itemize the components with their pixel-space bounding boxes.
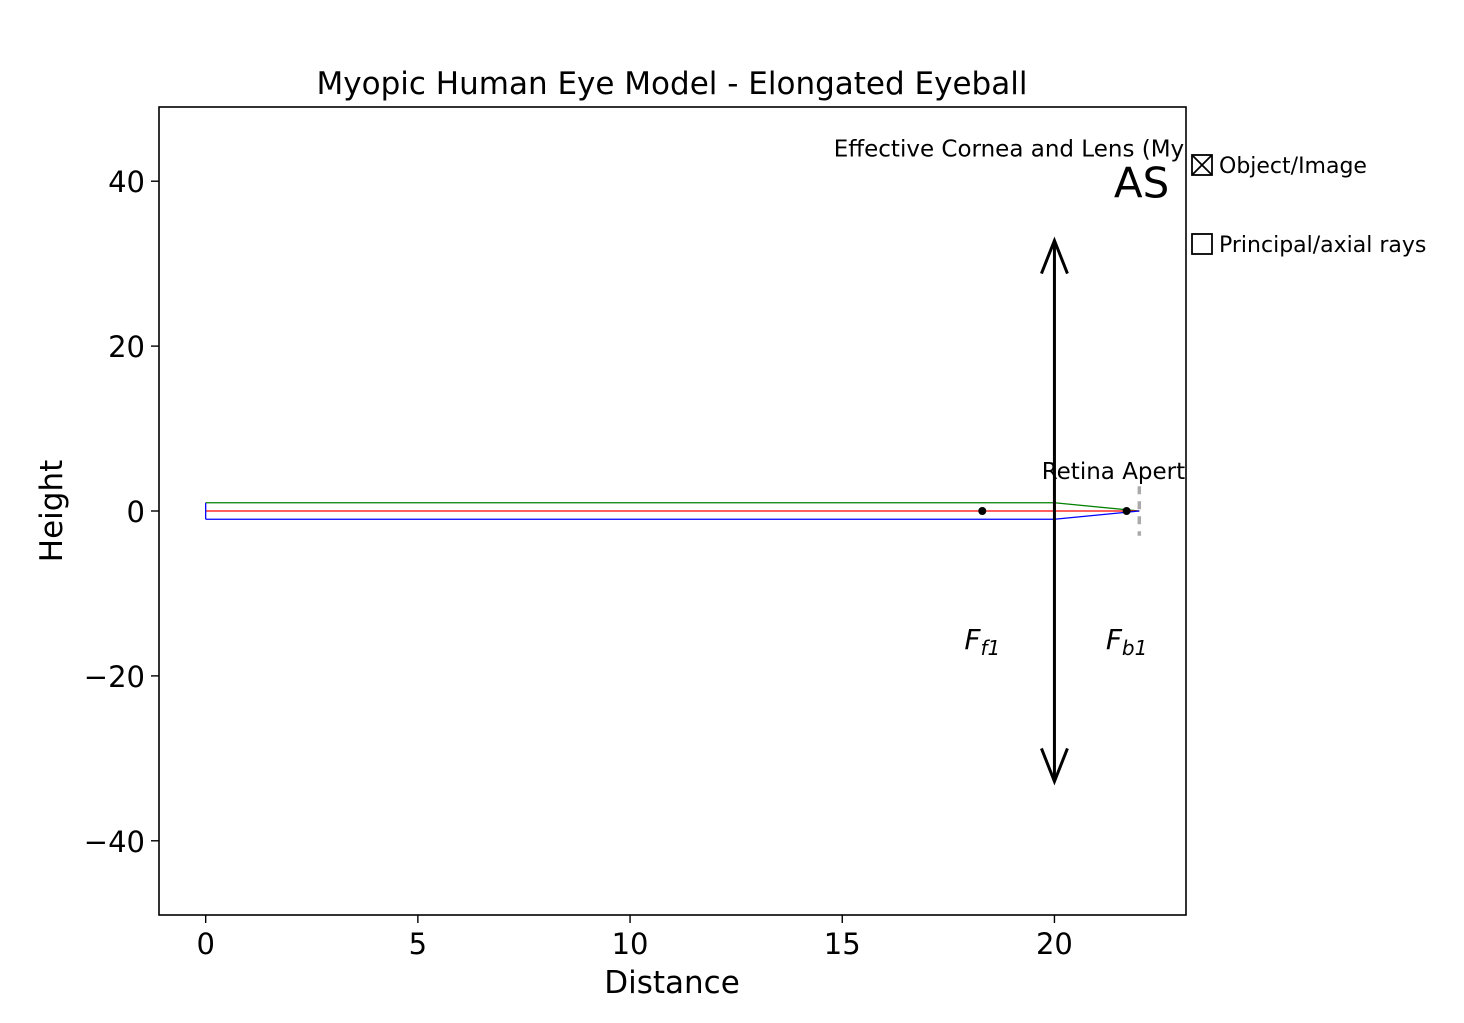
y-tick-label--40: −40	[84, 825, 145, 859]
x-axis-label: Distance	[604, 965, 740, 1001]
focal-label-b1: Fb1	[1106, 623, 1148, 660]
y-axis: 40 20 0 −20 −40	[84, 165, 159, 859]
x-tick-label-15: 15	[824, 927, 861, 961]
annotation-1: AS	[1114, 159, 1169, 208]
annotation-2: Retina Aperture	[1042, 459, 1223, 485]
x-tick-label-0: 0	[196, 927, 214, 961]
y-axis-label: Height	[34, 460, 70, 562]
x-axis: 0 5 10 15 20	[196, 915, 1073, 961]
legend-checkbox-1	[1191, 233, 1213, 255]
lens-arrow-top	[1040, 236, 1069, 275]
lens-arrow-bottom	[1040, 747, 1069, 786]
y-tick-label--20: −20	[84, 660, 145, 694]
chart-title: Myopic Human Eye Model - Elongated Eyeba…	[317, 66, 1028, 102]
y-tick-label-40: 40	[108, 165, 145, 199]
y-tick-label-20: 20	[108, 330, 145, 364]
focal-label-f1: Ff1	[964, 623, 1000, 660]
legend-check-b-0	[1191, 154, 1213, 176]
y-tick-label-0: 0	[127, 495, 145, 529]
plot-area: Ff1 Fb1 Effective Cornea and Lens (Myopic)…	[205, 136, 1241, 786]
legend-checkbox-0	[1191, 154, 1213, 176]
x-tick-label-5: 5	[409, 927, 427, 961]
x-tick-label-20: 20	[1036, 927, 1073, 961]
annotation-0: Effective Cornea and Lens (Myopic)	[834, 136, 1241, 162]
legend-label-1: Principal/axial rays	[1219, 233, 1426, 258]
legend-label-0: Object/Image	[1219, 154, 1367, 179]
legend: Object/Image Principal/axial rays	[1191, 154, 1426, 258]
x-tick-label-10: 10	[612, 927, 649, 961]
focal-point-b1	[1122, 507, 1131, 515]
ray-line-0	[205, 502, 1140, 512]
ray-line-2	[205, 510, 1140, 520]
focal-point-f1	[978, 507, 987, 515]
